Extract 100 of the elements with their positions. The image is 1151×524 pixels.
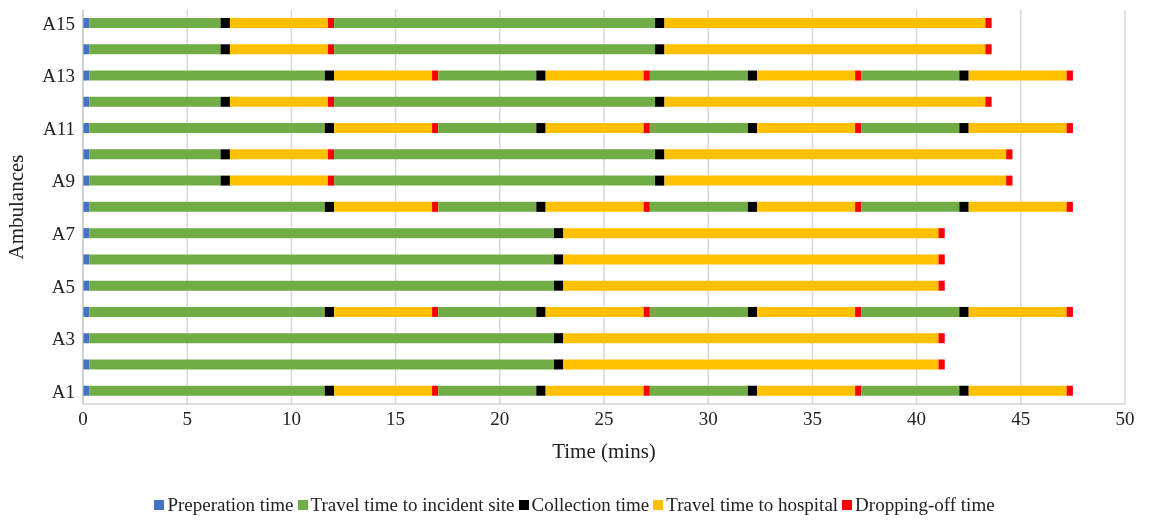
bar (89, 149, 221, 160)
bar (334, 149, 656, 160)
y-tick-label: A11 (42, 117, 75, 139)
bar (938, 333, 945, 344)
bar (432, 385, 439, 396)
bar (757, 306, 856, 317)
bar (664, 175, 1007, 186)
bar (563, 228, 939, 239)
y-tick-label: A13 (42, 65, 75, 87)
bar (324, 201, 335, 212)
bar (89, 254, 554, 265)
bar (553, 359, 564, 370)
bar (536, 385, 546, 396)
x-axis-title: Time (mins) (552, 439, 656, 463)
bar (649, 70, 748, 81)
bar (432, 70, 439, 81)
bar (536, 123, 546, 134)
bar (938, 254, 945, 265)
bar (220, 175, 230, 186)
bar (89, 306, 325, 317)
bar (545, 70, 644, 81)
bar (89, 175, 221, 186)
bar (553, 228, 564, 239)
bar (536, 70, 546, 81)
bar (861, 385, 960, 396)
bar (563, 359, 939, 370)
bar (220, 149, 230, 160)
bar (649, 385, 748, 396)
bar (855, 385, 862, 396)
bar (89, 385, 325, 396)
bar (334, 123, 433, 134)
bar (89, 280, 554, 291)
x-tick-label: 45 (1011, 408, 1031, 430)
bar (649, 306, 748, 317)
bar (649, 123, 748, 134)
bar (959, 306, 969, 317)
bar (563, 280, 939, 291)
x-tick-label: 0 (78, 408, 88, 430)
legend-label: Travel time to incident site (309, 494, 515, 516)
bar (327, 18, 335, 28)
bar (438, 123, 537, 134)
bar (959, 123, 969, 134)
bar (334, 18, 656, 28)
bar (938, 359, 945, 370)
bar (545, 385, 644, 396)
bar (643, 385, 650, 396)
bar (747, 201, 758, 212)
bar (1066, 70, 1073, 81)
bar (563, 333, 939, 344)
bar (229, 175, 328, 186)
bar (747, 70, 758, 81)
y-tick-label: A5 (51, 275, 75, 297)
bar (334, 201, 433, 212)
bar (553, 280, 564, 291)
bar (968, 306, 1067, 317)
bar (229, 96, 328, 107)
bar (324, 123, 335, 134)
bar (229, 18, 328, 28)
bar (938, 280, 945, 291)
bar (861, 123, 960, 134)
bar (553, 333, 564, 344)
y-tick-label: A15 (42, 12, 75, 34)
bar (438, 385, 537, 396)
bar (89, 123, 325, 134)
bar (747, 385, 758, 396)
bar (959, 385, 969, 396)
bar (432, 123, 439, 134)
bar (89, 18, 221, 28)
bar (432, 306, 439, 317)
bar (89, 96, 221, 107)
legend-label: Travel time to hospital (665, 494, 839, 516)
bar (334, 70, 433, 81)
bar (334, 96, 656, 107)
bar (664, 44, 986, 55)
bar (985, 44, 992, 55)
y-axis-title: Ambulances (4, 154, 29, 260)
x-tick-label: 50 (1115, 408, 1135, 430)
bar (536, 306, 546, 317)
bar (563, 254, 939, 265)
bar (855, 123, 862, 134)
bar (1066, 201, 1073, 212)
bar (220, 18, 230, 28)
x-tick-label: 30 (698, 408, 718, 430)
y-tick-label: A1 (51, 380, 75, 402)
bar (968, 123, 1067, 134)
bar (327, 96, 335, 107)
bar (545, 123, 644, 134)
x-tick-label: 35 (802, 408, 822, 430)
bar (643, 306, 650, 317)
bar (757, 385, 856, 396)
x-tick-label: 5 (182, 408, 192, 430)
bar (655, 18, 665, 28)
bar (1006, 175, 1013, 186)
bar (968, 201, 1067, 212)
bar (664, 96, 986, 107)
bar (664, 18, 986, 28)
bar (89, 70, 325, 81)
y-tick-label: A9 (51, 170, 75, 192)
bar (324, 70, 335, 81)
bar (334, 385, 433, 396)
